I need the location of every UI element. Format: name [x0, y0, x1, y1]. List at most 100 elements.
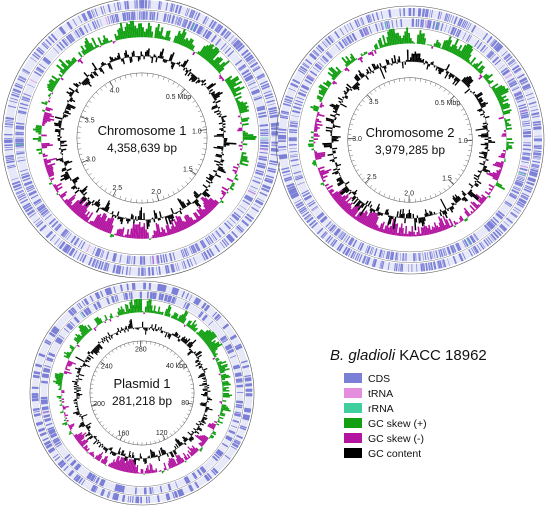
gc-skew-positive [184, 460, 187, 463]
cds-mark [302, 211, 310, 218]
legend-swatch [344, 433, 362, 443]
cds-mark [55, 337, 63, 344]
gc-skew-track [53, 298, 232, 475]
scale-minor-tick [425, 196, 427, 201]
cds-mark [39, 207, 47, 214]
cds-mark [441, 259, 445, 268]
gc-content-peak [200, 420, 206, 424]
cds-mark [98, 478, 104, 486]
gc-skew-positive [310, 131, 314, 134]
gc-skew-negative [315, 157, 322, 161]
cds-mark [123, 12, 126, 21]
cds-mark [63, 230, 70, 238]
cds-mark [220, 335, 227, 342]
gc-content-peak [207, 390, 211, 392]
legend-title: B. gladioli KACC 18962 [330, 347, 487, 364]
cds-mark [75, 475, 82, 483]
gc-skew-negative [85, 212, 94, 223]
gc-skew-positive [241, 152, 247, 155]
scale-minor-tick [362, 99, 365, 103]
gc-skew-positive [337, 70, 341, 75]
gc-content-dip [99, 441, 101, 444]
gc-skew-positive [91, 37, 98, 49]
cds-mark [104, 262, 108, 271]
cds-mark [331, 226, 338, 233]
cds-mark [94, 259, 99, 268]
scale-minor-tick [111, 350, 114, 353]
gc-skew-positive [504, 158, 506, 161]
gc-content-dip [85, 422, 92, 427]
gc-skew-negative [45, 106, 53, 111]
cds-mark [4, 148, 14, 151]
gc-content-dip [99, 67, 105, 74]
cds-mark [254, 172, 264, 176]
gc-content-dip [64, 109, 70, 113]
gc-skew-positive [222, 385, 224, 388]
cds-mark [358, 254, 363, 262]
cds-mark [130, 11, 133, 21]
cds-mark [81, 300, 86, 307]
gc-content-dip [63, 160, 70, 164]
cds-mark [531, 163, 540, 167]
gc-skew-negative [200, 197, 214, 211]
gc-content-peak [487, 149, 490, 152]
scale-tick-label: 2.0 [151, 189, 161, 196]
cds-mark [245, 384, 253, 387]
cds-mark [203, 304, 211, 312]
gc-content-peak [170, 451, 175, 458]
gc-content-peak [105, 335, 108, 339]
gc-content-dip [351, 86, 356, 91]
cds-mark [501, 50, 508, 57]
legend-label: GC skew (+) [368, 418, 427, 430]
gc-content-peak [132, 50, 135, 57]
gc-skew-negative [488, 84, 490, 87]
cds-mark [127, 0, 130, 10]
cds-mark [300, 66, 308, 72]
cds-mark [513, 91, 522, 96]
cds-mark [380, 11, 384, 20]
gc-skew-negative [344, 68, 348, 72]
cds-mark [262, 184, 271, 189]
gc-skew-negative [104, 321, 107, 324]
gc-skew-positive [501, 105, 510, 111]
gc-skew-positive [38, 132, 42, 135]
scale-minor-tick [201, 120, 205, 123]
cds-mark [139, 291, 142, 299]
cds-mark [49, 234, 57, 242]
gc-skew-positive [222, 393, 229, 395]
gc-skew-negative [501, 152, 506, 156]
scale-minor-tick [468, 128, 472, 130]
gc-skew-negative [122, 235, 125, 238]
cds-mark [111, 14, 115, 24]
cds-mark [114, 484, 118, 491]
gc-content-peak [193, 351, 197, 354]
gc-skew-positive [466, 217, 469, 219]
gc-skew-negative [124, 234, 127, 238]
gc-skew-positive [209, 59, 215, 65]
cds-mark [338, 244, 344, 252]
gc-skew-negative [234, 171, 237, 175]
gc-content-dip [369, 72, 372, 74]
cds-mark [288, 139, 297, 141]
gc-skew-positive [493, 85, 506, 94]
gc-content-dip [201, 83, 204, 86]
cds-mark [67, 21, 73, 29]
gc-skew-negative [60, 77, 64, 81]
cds-mark [380, 260, 384, 269]
gc-skew-negative [161, 227, 165, 237]
gc-skew-positive [58, 73, 63, 78]
cds-mark [278, 128, 287, 131]
gc-content-dip [137, 216, 140, 220]
gc-skew-positive [371, 49, 374, 52]
cds-mark [256, 73, 265, 79]
gc-content-dip [85, 359, 90, 363]
gc-skew-negative [84, 216, 89, 222]
gc-content-dip [366, 74, 368, 76]
cds-mark [310, 205, 318, 211]
cds-mark [141, 267, 144, 276]
gc-skew-positive [477, 64, 484, 72]
gc-skew-positive [38, 152, 43, 155]
cds-mark [5, 119, 14, 122]
cds-mark [373, 259, 378, 268]
gc-content-peak [207, 186, 209, 188]
